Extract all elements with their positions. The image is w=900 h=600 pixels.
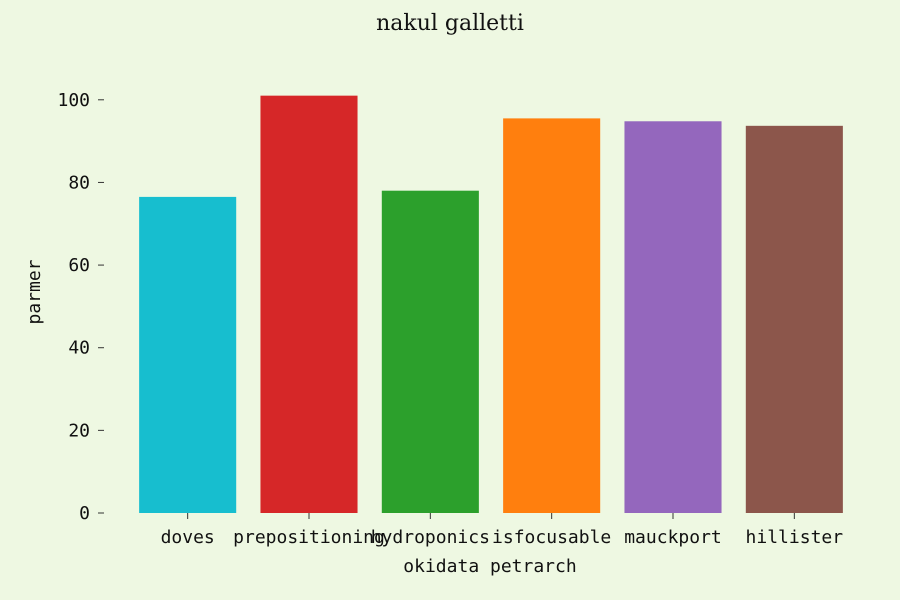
y-axis-label: parmer <box>24 259 45 324</box>
bar-doves <box>139 196 237 513</box>
x-tick-label: isfocusable <box>492 527 611 548</box>
x-tick-label: hydroponics <box>371 527 490 548</box>
x-tick-label: doves <box>161 527 215 548</box>
y-tick-label: 60 <box>68 255 90 276</box>
x-tick-label: mauckport <box>624 527 722 548</box>
chart-title: nakul galletti <box>376 11 524 36</box>
bar-mauckport <box>624 121 722 514</box>
y-tick-label: 100 <box>57 90 90 111</box>
bars-layer <box>139 95 843 514</box>
bar-hillister <box>745 125 843 514</box>
y-tick-label: 0 <box>79 503 90 524</box>
bar-prepositioning <box>260 95 358 514</box>
bar-hydroponics <box>381 190 479 513</box>
x-axis-label: okidata petrarch <box>403 556 576 577</box>
bar-isfocusable <box>503 118 601 514</box>
x-tick-label: hillister <box>746 527 844 548</box>
x-tick-label: prepositioning <box>233 527 385 548</box>
y-tick-label: 80 <box>68 172 90 193</box>
y-axis-ticks: 0 20 40 60 80 100 <box>57 90 104 524</box>
y-tick-label: 40 <box>68 338 90 359</box>
y-tick-label: 20 <box>68 420 90 441</box>
